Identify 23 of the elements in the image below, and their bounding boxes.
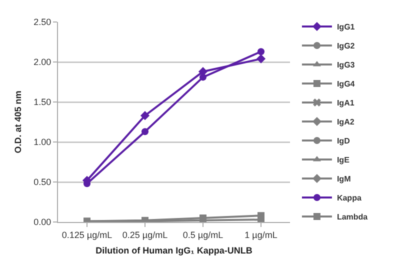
y-tick-label: 0.00 — [34, 217, 52, 228]
legend-label: Lambda — [336, 212, 368, 222]
x-axis-title: Dilution of Human IgG₁ Kappa-UNLB — [96, 246, 253, 256]
y-tick-label: 1.50 — [34, 97, 52, 108]
legend-label: IgG3 — [336, 60, 356, 70]
y-tick-label: 2.50 — [34, 17, 52, 28]
y-axis-title: O.D. at 405 nm — [13, 90, 24, 154]
legend-label: IgG4 — [336, 80, 356, 89]
y-tick-label: 1.00 — [34, 137, 52, 148]
legend-label: IgG1 — [336, 22, 356, 32]
x-tick-label: 0.5 µg/mL — [182, 230, 224, 240]
legend-label: Kappa — [336, 194, 362, 203]
legend-label: IgE — [336, 156, 350, 165]
y-tick-label: 0.50 — [34, 177, 52, 188]
legend-label: IgM — [336, 174, 352, 184]
x-tick-label: 0.125 µg/mL — [62, 230, 112, 240]
legend-label: IgA2 — [336, 118, 355, 127]
legend-label: IgG2 — [336, 42, 356, 51]
legend-label: IgD — [336, 136, 350, 146]
x-tick-label: 1 µg/mL — [244, 230, 278, 240]
x-tick-label: 0.25 µg/mL — [122, 230, 168, 240]
legend-label: IgA1 — [336, 98, 355, 108]
y-tick-label: 2.00 — [34, 57, 52, 68]
